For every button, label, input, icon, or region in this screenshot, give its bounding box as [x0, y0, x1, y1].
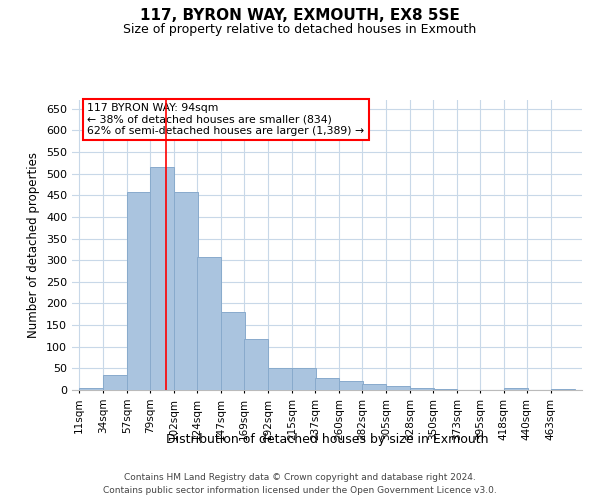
Text: Size of property relative to detached houses in Exmouth: Size of property relative to detached ho…	[124, 22, 476, 36]
Bar	[315, 378, 339, 390]
Bar	[221, 312, 245, 390]
Bar	[197, 257, 221, 390]
Bar	[433, 389, 457, 390]
Bar	[362, 384, 386, 390]
Text: Contains HM Land Registry data © Crown copyright and database right 2024.
Contai: Contains HM Land Registry data © Crown c…	[103, 474, 497, 495]
Bar	[386, 386, 410, 390]
Bar	[504, 388, 528, 390]
Bar	[150, 167, 174, 390]
Bar	[268, 368, 292, 390]
Bar	[410, 388, 434, 390]
Bar	[127, 192, 151, 390]
Bar	[79, 388, 103, 390]
Text: Distribution of detached houses by size in Exmouth: Distribution of detached houses by size …	[166, 432, 488, 446]
Text: 117 BYRON WAY: 94sqm
← 38% of detached houses are smaller (834)
62% of semi-deta: 117 BYRON WAY: 94sqm ← 38% of detached h…	[88, 103, 364, 136]
Y-axis label: Number of detached properties: Number of detached properties	[28, 152, 40, 338]
Bar	[103, 375, 127, 390]
Text: 117, BYRON WAY, EXMOUTH, EX8 5SE: 117, BYRON WAY, EXMOUTH, EX8 5SE	[140, 8, 460, 22]
Bar	[244, 339, 268, 390]
Bar	[339, 382, 363, 390]
Bar	[174, 192, 198, 390]
Bar	[551, 389, 575, 390]
Bar	[292, 368, 316, 390]
